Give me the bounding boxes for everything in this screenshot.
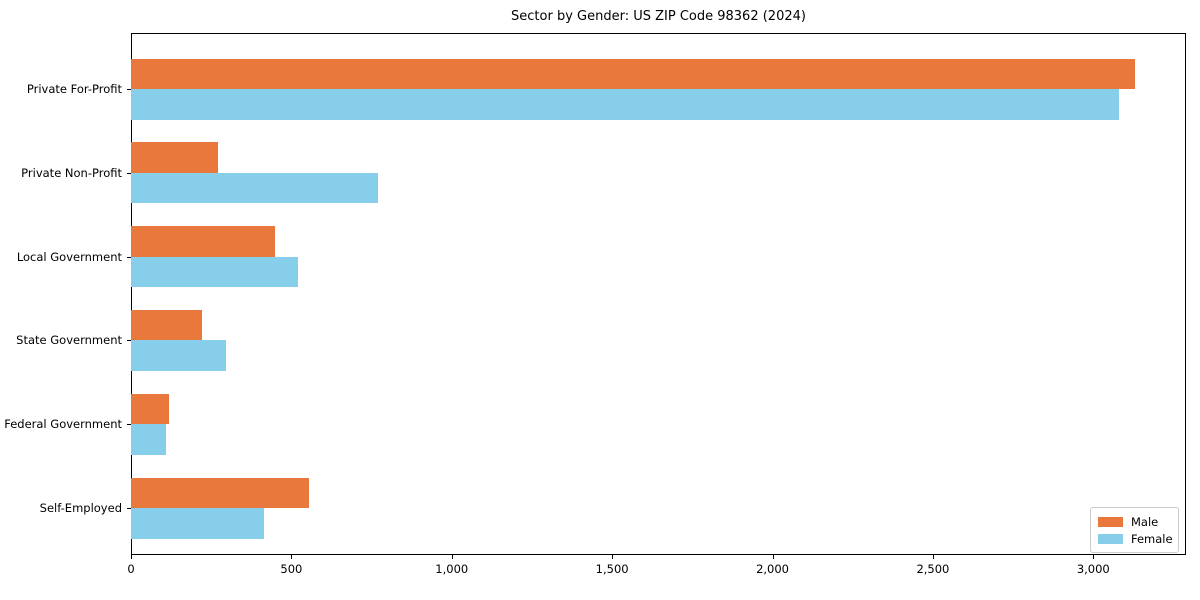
x-tick-mark-3000 — [1093, 555, 1095, 559]
bar-female-state-government — [131, 340, 226, 371]
y-tick-mark-federal-government — [127, 424, 131, 426]
x-tick-mark-500 — [291, 555, 293, 559]
bar-male-self-employed — [131, 477, 310, 508]
bar-male-private-for-profit — [131, 58, 1135, 89]
bar-female-private-for-profit — [131, 89, 1119, 120]
x-tick-label-2500: 2,500 — [916, 562, 950, 576]
y-tick-label-state-government: State Government — [16, 333, 122, 348]
x-tick-mark-1500 — [612, 555, 614, 559]
x-tick-mark-2500 — [932, 555, 934, 559]
bar-male-federal-government — [131, 393, 170, 425]
y-tick-label-local-government: Local Government — [16, 249, 122, 264]
x-tick-label-1000: 1,000 — [435, 562, 469, 576]
legend: Male Female — [1090, 507, 1179, 553]
y-tick-label-federal-government: Federal Government — [4, 417, 122, 432]
legend-label-male: Male — [1131, 514, 1159, 529]
chart-title: Sector by Gender: US ZIP Code 98362 (202… — [511, 9, 806, 24]
x-tick-label-2000: 2,000 — [756, 562, 789, 576]
legend-swatch-female — [1098, 533, 1123, 544]
x-tick-label-500: 500 — [280, 562, 303, 576]
bar-female-local-government — [131, 256, 298, 288]
x-tick-label-1500: 1,500 — [595, 562, 629, 576]
y-tick-mark-private-for-profit — [127, 89, 131, 90]
x-tick-mark-2000 — [772, 555, 774, 559]
legend-swatch-male — [1098, 516, 1123, 527]
legend-entry-female: Female — [1098, 531, 1173, 546]
x-tick-label-0: 0 — [127, 562, 135, 576]
y-tick-mark-local-government — [127, 256, 131, 258]
y-tick-mark-state-government — [127, 340, 131, 342]
bar-female-private-non-profit — [131, 172, 378, 204]
legend-entry-male: Male — [1098, 514, 1171, 529]
x-tick-mark-0 — [131, 555, 132, 559]
y-tick-mark-self-employed — [127, 508, 131, 509]
bar-male-local-government — [131, 226, 276, 257]
x-tick-mark-1000 — [451, 555, 453, 559]
bar-male-state-government — [131, 309, 202, 341]
legend-label-female: Female — [1131, 531, 1173, 546]
x-tick-label-3000: 3,000 — [1076, 562, 1110, 576]
bar-female-self-employed — [131, 508, 265, 539]
bar-male-private-non-profit — [131, 142, 218, 173]
y-tick-label-self-employed: Self-Employed — [39, 501, 122, 515]
y-tick-label-private-for-profit: Private For-Profit — [26, 82, 122, 96]
bar-female-federal-government — [131, 424, 167, 455]
plot-area — [131, 33, 1186, 555]
y-tick-mark-private-non-profit — [127, 172, 131, 174]
y-tick-label-private-non-profit: Private Non-Profit — [21, 165, 122, 180]
